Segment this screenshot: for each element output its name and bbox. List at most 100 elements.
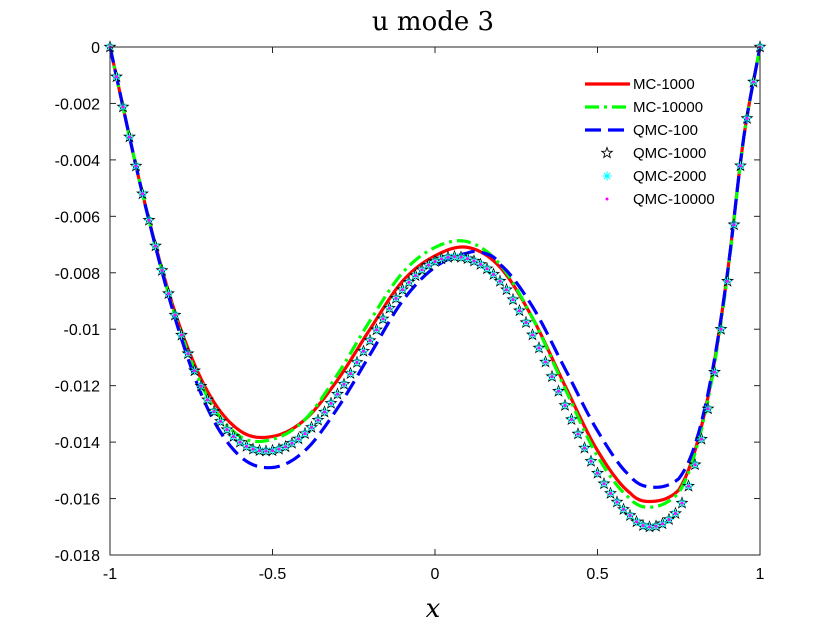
data-point xyxy=(713,370,716,374)
data-point xyxy=(453,255,456,259)
legend-label: QMC-2000 xyxy=(633,168,706,185)
y-tick-label: -0.006 xyxy=(55,209,100,226)
data-point xyxy=(706,407,710,411)
data-point xyxy=(238,440,242,444)
series-qmc-10000 xyxy=(108,45,762,529)
data-point xyxy=(576,432,580,436)
data-point xyxy=(524,321,528,325)
data-point xyxy=(739,164,742,168)
data-point xyxy=(537,346,541,350)
data-point xyxy=(745,116,749,120)
data-point xyxy=(433,259,437,263)
x-tick-label: -1 xyxy=(103,566,117,583)
data-point xyxy=(401,288,404,292)
data-point xyxy=(128,135,131,139)
data-point xyxy=(121,105,125,109)
chart-title: u mode 3 xyxy=(372,7,494,37)
y-tick-label: -0.012 xyxy=(55,379,100,396)
data-point xyxy=(206,398,209,402)
series-line xyxy=(108,46,762,509)
data-point xyxy=(147,218,151,222)
data-point xyxy=(641,524,645,528)
y-tick-label: -0.018 xyxy=(55,548,100,565)
data-point xyxy=(407,280,411,284)
data-point xyxy=(719,327,723,331)
legend-label: MC-10000 xyxy=(633,99,703,116)
data-point xyxy=(596,471,599,475)
data-point xyxy=(303,432,307,436)
series-qmc-100 xyxy=(108,46,762,489)
data-point xyxy=(310,425,313,429)
legend-entry-qmc-10000: QMC-10000 xyxy=(605,191,715,208)
data-point xyxy=(459,255,463,259)
data-point xyxy=(563,403,567,407)
data-point xyxy=(511,298,515,302)
data-point xyxy=(336,392,339,396)
data-point xyxy=(472,259,476,263)
legend-label: MC-1000 xyxy=(633,76,695,93)
data-point xyxy=(557,389,560,393)
data-point xyxy=(225,428,229,432)
legend-entry-qmc-1000: QMC-1000 xyxy=(600,145,706,162)
data-point xyxy=(199,384,203,388)
data-point xyxy=(388,306,391,310)
data-point xyxy=(544,360,547,364)
data-point xyxy=(173,313,177,317)
data-point xyxy=(212,409,216,413)
y-tick-label: -0.01 xyxy=(64,322,101,339)
x-tick-label: -0.5 xyxy=(259,566,287,583)
legend-label: QMC-1000 xyxy=(633,145,706,162)
data-point xyxy=(570,418,573,422)
data-point xyxy=(251,447,255,451)
data-point xyxy=(726,279,729,283)
legend-swatch xyxy=(605,197,609,201)
data-point xyxy=(342,382,346,386)
data-point xyxy=(284,445,287,449)
data-point xyxy=(375,328,378,332)
data-point xyxy=(420,268,424,272)
data-point xyxy=(667,518,671,522)
y-tick-label: -0.002 xyxy=(55,96,100,113)
data-point xyxy=(628,513,632,517)
data-point xyxy=(154,244,157,248)
data-point xyxy=(271,449,274,453)
data-point xyxy=(245,444,248,448)
series-mc-10000 xyxy=(108,46,762,509)
data-point xyxy=(440,257,443,261)
data-point xyxy=(186,352,190,356)
legend-label: QMC-10000 xyxy=(633,191,715,208)
data-point xyxy=(193,369,196,373)
data-point xyxy=(531,333,534,337)
legend-swatch xyxy=(600,146,614,159)
data-point xyxy=(160,268,164,272)
x-tick-label: 0.5 xyxy=(586,566,608,583)
data-point xyxy=(323,410,326,414)
data-point xyxy=(680,501,684,505)
data-point xyxy=(368,339,372,343)
series-line xyxy=(108,46,762,489)
data-point xyxy=(381,317,385,321)
data-point xyxy=(427,263,430,267)
data-point xyxy=(674,512,677,516)
data-point xyxy=(290,441,294,445)
y-tick-label: -0.008 xyxy=(55,266,100,283)
data-point xyxy=(518,309,521,313)
data-point xyxy=(167,292,170,296)
data-point xyxy=(232,434,235,438)
legend: MC-1000 MC-10000 QMC-100 QMC-1000 QMC-2000 QM… xyxy=(585,76,715,208)
data-point xyxy=(394,296,398,300)
data-point xyxy=(141,192,144,196)
data-point xyxy=(446,255,450,259)
data-point xyxy=(258,449,261,453)
data-point xyxy=(264,449,268,453)
data-point xyxy=(648,525,651,529)
data-point xyxy=(687,484,690,488)
data-point xyxy=(752,80,755,84)
data-point xyxy=(362,349,365,353)
legend-entry-mc-10000: MC-10000 xyxy=(585,99,703,116)
data-point xyxy=(602,482,606,486)
y-tick-label: -0.004 xyxy=(55,153,100,170)
data-point xyxy=(316,418,320,422)
x-axis-label: x xyxy=(426,594,441,624)
